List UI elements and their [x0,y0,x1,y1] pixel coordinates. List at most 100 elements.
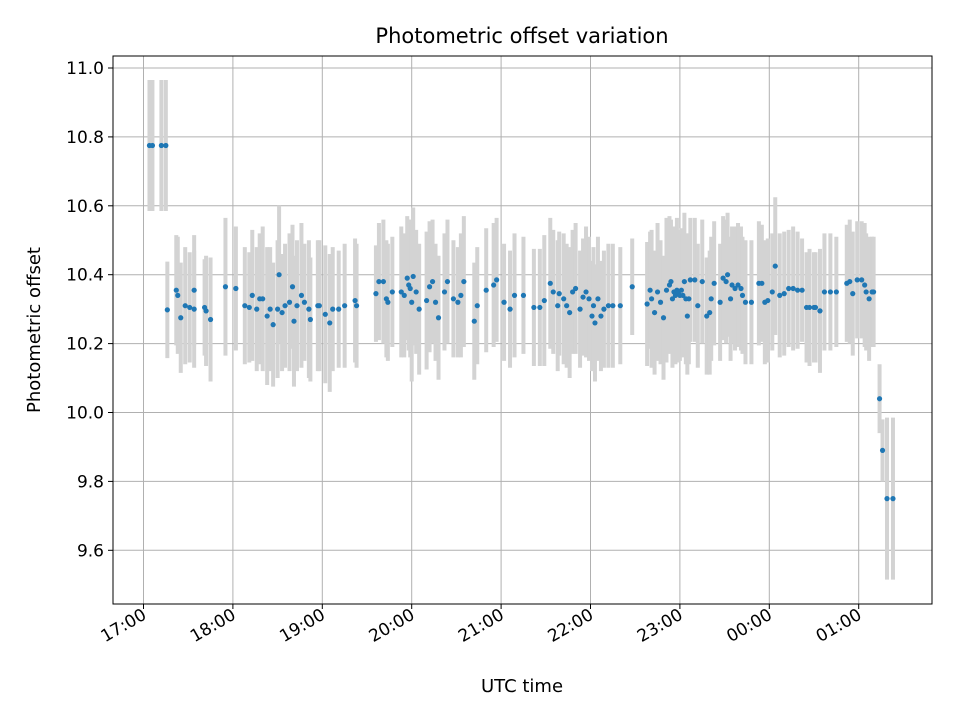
data-point [531,304,537,311]
data-point [859,277,865,283]
data-point [748,299,755,305]
data-point [735,282,741,288]
data-point [556,291,562,297]
data-point [175,292,181,298]
data-point [279,309,285,316]
data-point [654,289,661,295]
data-point [555,303,561,309]
data-point [471,318,477,324]
data-point [429,278,436,285]
data-point [592,320,598,326]
data-point [598,313,604,319]
y-tick-label: 9.8 [77,472,104,492]
data-point [233,285,239,292]
data-point [833,289,839,295]
data-point [511,292,518,298]
data-point [561,296,567,302]
data-point [249,292,255,298]
data-point [507,306,513,312]
data-point [765,297,771,304]
data-point [786,285,792,292]
data-point [681,278,687,285]
x-axis-label: UTC time [481,676,563,697]
data-point [617,303,623,309]
data-point [739,292,746,298]
data-point [286,299,293,305]
data-point [376,278,382,285]
data-point [501,299,507,305]
data-point [586,296,592,302]
data-point [301,299,308,305]
data-point [657,299,664,305]
data-point [729,282,735,288]
y-tick-label: 10.6 [66,197,104,217]
data-point [660,315,667,321]
data-point [821,289,828,295]
data-point [458,292,464,298]
data-point [795,287,801,293]
data-point [398,289,404,295]
data-point [573,285,579,292]
data-point [720,275,726,281]
data-point [541,297,547,304]
data-point [847,278,853,285]
data-point [777,292,783,298]
data-point [455,299,461,305]
data-point [537,304,543,311]
data-point [149,142,156,149]
data-point [203,308,209,314]
data-point [432,299,439,305]
data-point [289,284,296,290]
y-tick-label: 10.8 [66,128,104,148]
data-point [723,278,729,285]
data-point [330,306,336,312]
data-point [884,496,890,502]
data-point [187,304,193,311]
data-point [651,309,658,316]
data-point [435,315,442,321]
data-point [876,396,883,402]
data-point [680,292,686,298]
data-point [672,292,679,298]
y-tick-label: 11.0 [66,59,104,79]
data-point [444,278,451,285]
data-point [407,285,413,292]
data-point [416,306,422,312]
data-point [695,303,701,309]
data-point [601,306,607,312]
data-point [669,296,676,302]
data-point [207,316,214,323]
data-point [570,289,576,295]
data-point [580,294,586,300]
data-point [267,306,273,312]
data-point [474,303,480,309]
data-point [441,289,448,295]
data-point [276,272,282,278]
data-point [850,291,856,297]
data-point [191,306,197,312]
data-point [380,278,386,285]
data-point [704,313,710,319]
data-point [254,306,260,312]
data-point [409,299,415,305]
data-point [385,299,391,305]
data-point [401,292,407,298]
data-point [686,296,692,302]
data-point [668,278,674,285]
data-point [242,303,248,309]
data-point [461,278,467,285]
data-point [708,296,714,302]
data-point [342,303,348,309]
data-point [294,303,300,309]
data-point [644,301,650,307]
data-point [605,303,611,309]
data-point [191,287,197,293]
data-point [424,297,430,304]
data-point [687,277,693,283]
data-point [890,496,896,502]
data-point [699,278,705,285]
y-tick-label: 10.2 [66,335,104,355]
data-point [291,318,297,324]
data-point [678,287,684,293]
